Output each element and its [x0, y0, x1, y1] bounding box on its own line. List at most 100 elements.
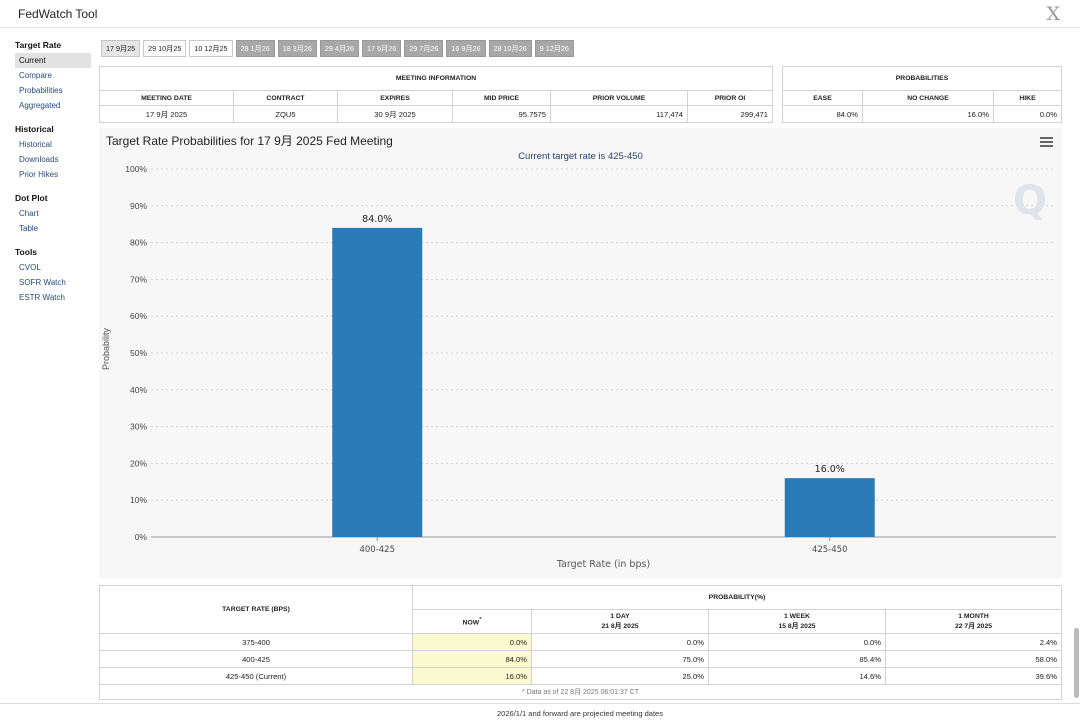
tab-meeting-date[interactable]: 28 1月26	[235, 40, 275, 57]
column-header: MID PRICE	[452, 90, 551, 106]
tab-meeting-date[interactable]: 18 3月26	[277, 40, 317, 57]
hike-value: 0.0%	[993, 105, 1062, 123]
column-date: 15 8月 2025	[778, 623, 816, 630]
probability-cell: 39.6%	[885, 667, 1062, 685]
column-label: 1 MONTH	[958, 613, 989, 620]
hamburger-menu-icon[interactable]	[1040, 137, 1053, 147]
sidebar-heading-target-rate: Target Rate	[15, 40, 62, 50]
column-header: EASE	[782, 90, 863, 106]
column-header: NO CHANGE	[862, 90, 994, 106]
column-header: EXPIRES	[337, 90, 453, 106]
sidebar-item-downloads[interactable]: Downloads	[19, 155, 59, 164]
sidebar-item-cvol[interactable]: CVOL	[19, 263, 41, 272]
sidebar-heading-tools: Tools	[15, 247, 38, 257]
sidebar-item-aggregated[interactable]: Aggregated	[19, 101, 61, 110]
y-tick-label: 10%	[130, 495, 147, 505]
tab-meeting-date[interactable]: 10 12月25	[189, 40, 233, 57]
bar	[784, 478, 875, 537]
watermark-logo: Q	[1012, 178, 1047, 224]
sidebar-heading-dot-plot: Dot Plot	[15, 193, 48, 203]
probability-chart: 0% 10% 20% 30% 40% 50% 60% 70% 80% 90% 100% 84.0% 40…	[99, 128, 1062, 579]
column-header: PRIOR OI	[687, 90, 773, 106]
sidebar-item-historical[interactable]: Historical	[19, 140, 52, 149]
tab-meeting-date[interactable]: 29 4月26	[319, 40, 360, 57]
probability-cell: 58.0%	[885, 650, 1062, 668]
prior-volume-value: 117,474	[550, 105, 688, 123]
y-tick-label: 50%	[130, 348, 147, 358]
probability-cell: 2.4%	[885, 633, 1062, 651]
probability-cell: 85.4%	[708, 650, 886, 668]
probabilities-title: PROBABILITIES	[782, 66, 1062, 91]
title-bar: FedWatch Tool X	[0, 0, 1080, 28]
sidebar-item-prior-hikes[interactable]: Prior Hikes	[19, 170, 59, 179]
probability-cell: 25.0%	[531, 667, 709, 685]
projected-dates-note: 2026/1/1 and forward are projected meeti…	[497, 709, 663, 718]
column-header: CONTRACT	[233, 90, 338, 106]
data-label: 84.0%	[362, 214, 392, 225]
tab-meeting-date[interactable]: 29 10月25	[143, 40, 187, 57]
column-label: 1 WEEK	[783, 613, 811, 620]
meeting-information-title: MEETING INFORMATION	[99, 66, 773, 91]
app-title: FedWatch Tool	[18, 7, 98, 21]
tab-meeting-date[interactable]: 17 6月26	[362, 40, 402, 57]
y-tick-label: 100%	[125, 164, 147, 174]
column-label: 1 DAY	[610, 613, 630, 620]
column-header-1-month: 1 MONTH 22 7月 2025	[885, 609, 1062, 634]
footer-divider	[0, 703, 1080, 704]
y-tick-label: 0%	[135, 532, 148, 542]
y-tick-label: 20%	[130, 458, 147, 468]
y-tick-label: 60%	[130, 311, 147, 321]
probability-cell: 16.0%	[412, 667, 532, 685]
sidebar-item-table[interactable]: Table	[19, 224, 39, 233]
y-tick-label: 30%	[130, 422, 147, 432]
ease-value: 84.0%	[782, 105, 863, 123]
probability-cell: 0.0%	[531, 633, 709, 651]
tab-meeting-date[interactable]: 16 9月26	[446, 40, 486, 57]
probability-cell: 84.0%	[412, 650, 532, 668]
y-tick-label: 70%	[130, 274, 147, 284]
now-label: NOW	[462, 619, 480, 627]
meeting-date-tabs: 17 9月25 29 10月25 10 12月25 28 1月26 18 3月2…	[101, 40, 574, 57]
sidebar-item-probabilities[interactable]: Probabilities	[19, 86, 63, 95]
probability-cell: 0.0%	[412, 633, 532, 651]
sidebar-item-current[interactable]: Current	[15, 53, 91, 68]
chart-subtitle: Current target rate is 425-450	[518, 151, 643, 162]
target-rate-cell: 425-450 (Current)	[99, 667, 413, 685]
vertical-scrollbar[interactable]	[1074, 628, 1079, 698]
sidebar-heading-historical: Historical	[15, 124, 54, 134]
x-axis-title: Target Rate (in bps)	[556, 559, 650, 570]
probability-cell: 0.0%	[708, 633, 886, 651]
x-tick-label: 400-425	[359, 545, 395, 555]
probability-cell: 14.6%	[708, 667, 886, 685]
column-header: MEETING DATE	[99, 90, 234, 106]
meeting-date-value: 17 9月 2025	[99, 105, 234, 123]
x-tick-label: 425-450	[812, 545, 848, 555]
y-tick-label: 90%	[130, 201, 147, 211]
expires-value: 30 9月 2025	[337, 105, 453, 123]
column-header-1-week: 1 WEEK 15 8月 2025	[708, 609, 886, 634]
column-header-1-day: 1 DAY 21 8月 2025	[531, 609, 709, 634]
close-icon[interactable]: X	[1046, 3, 1060, 25]
sidebar-nav: Target Rate Current Compare Probabilitie…	[0, 38, 95, 305]
chart-canvas: 0% 10% 20% 30% 40% 50% 60% 70% 80% 90% 100% 84.0% 40…	[125, 164, 1056, 570]
column-date: 21 8月 2025	[601, 623, 639, 630]
mid-price-value: 95.7575	[452, 105, 551, 123]
sidebar-item-estr-watch[interactable]: ESTR Watch	[19, 293, 65, 302]
tab-meeting-date[interactable]: 28 10月26	[488, 40, 532, 57]
probability-cell: 75.0%	[531, 650, 709, 668]
target-rate-cell: 375-400	[99, 633, 413, 651]
y-axis-title: Probability	[101, 327, 112, 371]
probabilities-summary-table: PROBABILITIES EASE NO CHANGE HIKE 84.0% …	[782, 66, 1062, 123]
tab-meeting-date[interactable]: 17 9月25	[101, 40, 141, 57]
tab-meeting-date[interactable]: 9 12月26	[534, 40, 574, 57]
tab-meeting-date[interactable]: 29 7月26	[404, 40, 444, 57]
bar	[332, 227, 423, 537]
sidebar-item-compare[interactable]: Compare	[19, 71, 52, 80]
target-rate-header: TARGET RATE (BPS)	[99, 585, 413, 634]
column-header: HIKE	[993, 90, 1062, 106]
sidebar-item-sofr-watch[interactable]: SOFR Watch	[19, 278, 66, 287]
data-label: 16.0%	[815, 464, 845, 475]
data-timestamp-note: * Data as of 22 8月 2025 06:01:37 CT	[99, 684, 1062, 700]
sidebar-item-chart[interactable]: Chart	[19, 209, 39, 218]
target-rate-probability-table: TARGET RATE (BPS) PROBABILITY(%) NOW* 1 …	[99, 585, 1062, 700]
